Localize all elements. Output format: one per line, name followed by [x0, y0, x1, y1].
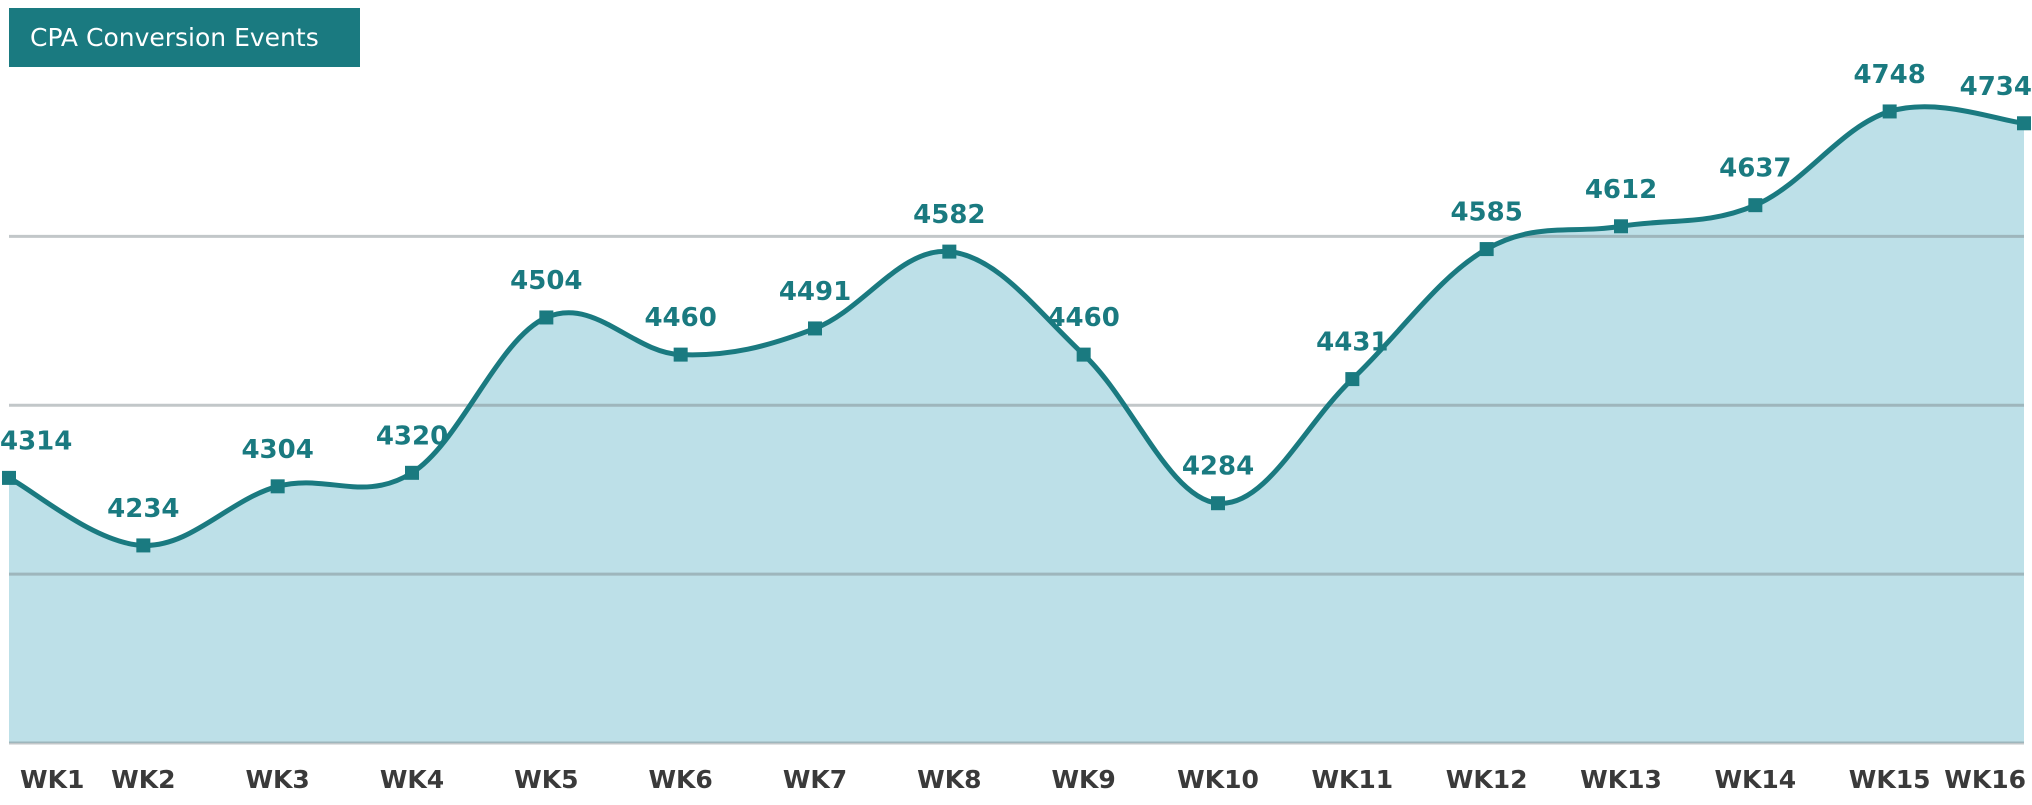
value-label: 4304: [241, 435, 313, 465]
marker: [539, 310, 554, 325]
marker: [405, 465, 419, 480]
x-tick-label: WK3: [245, 765, 309, 794]
marker: [808, 321, 822, 336]
value-label: 4582: [913, 200, 985, 230]
marker: [2017, 116, 2031, 131]
x-tick-label: WK9: [1051, 765, 1115, 794]
value-label: 4314: [0, 426, 72, 456]
x-tick-label: WK16: [1944, 765, 2026, 794]
marker: [673, 347, 688, 362]
marker: [1479, 242, 1494, 257]
marker: [1345, 372, 1360, 387]
title-box: [9, 8, 360, 67]
marker: [942, 244, 957, 259]
x-tick-label: WK13: [1580, 765, 1662, 794]
value-label: 4234: [107, 494, 179, 524]
value-label: 4491: [779, 277, 851, 307]
marker: [1211, 496, 1225, 511]
value-label: 4431: [1316, 328, 1388, 358]
value-label: 4748: [1853, 60, 1925, 90]
marker: [1614, 219, 1628, 234]
marker: [1748, 198, 1763, 213]
value-label: 4284: [1182, 452, 1254, 482]
value-label: 4504: [510, 266, 582, 296]
x-tick-label: WK12: [1446, 765, 1528, 794]
x-tick-label: WK7: [783, 765, 847, 794]
x-tick-label: WK8: [917, 765, 981, 794]
value-label: 4460: [1047, 303, 1119, 333]
line: [7, 104, 2025, 548]
value-label: 4460: [644, 303, 716, 333]
x-tick-label: WK1: [20, 765, 84, 794]
marker: [136, 538, 151, 553]
x-tick-label: WK10: [1177, 765, 1259, 794]
marker: [1076, 347, 1091, 362]
x-tick-label: WK11: [1311, 765, 1393, 794]
marker: [1882, 104, 1897, 119]
value-label: 4320: [376, 421, 448, 451]
x-tick-label: WK15: [1849, 765, 1931, 794]
value-label: 4612: [1585, 175, 1657, 205]
marker: [2, 470, 16, 485]
value-label: 4585: [1450, 198, 1522, 228]
marker: [270, 479, 285, 494]
x-tick-label: WK4: [380, 765, 444, 794]
value-label: 4734: [1960, 72, 2032, 102]
x-tick-label: WK14: [1714, 765, 1796, 794]
x-tick-label: WK5: [514, 765, 578, 794]
chart-title: CPA Conversion Events: [30, 23, 319, 52]
x-tick-label: WK2: [111, 765, 175, 794]
area: [9, 106, 2024, 743]
value-label: 4637: [1719, 154, 1791, 184]
x-tick-label: WK6: [648, 765, 712, 794]
